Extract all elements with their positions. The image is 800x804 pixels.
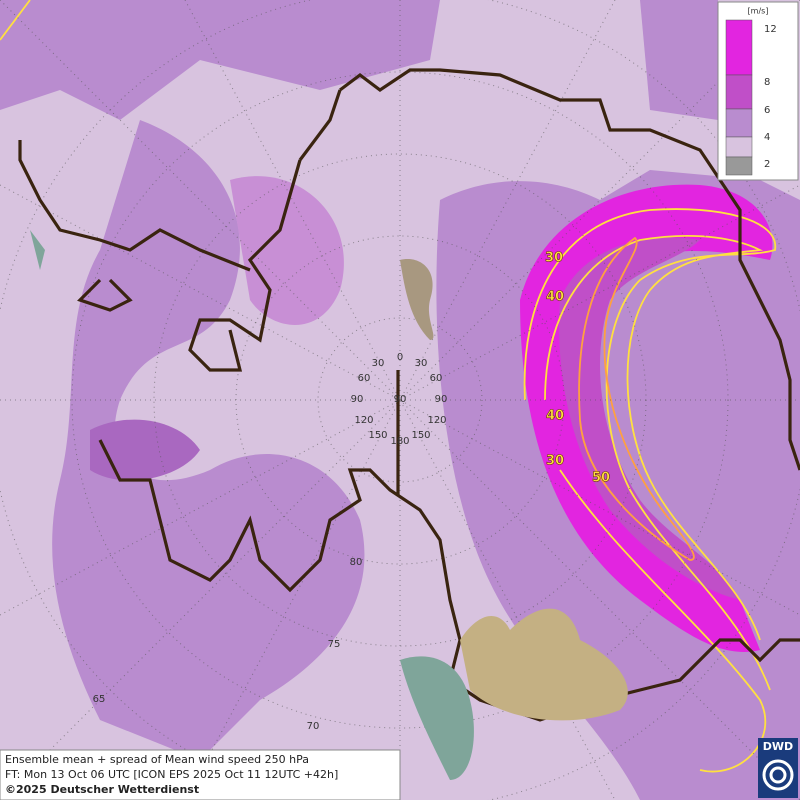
caption-line: ©2025 Deutscher Wetterdienst <box>5 783 199 796</box>
caption: Ensemble mean + spread of Mean wind spee… <box>0 749 401 801</box>
latitude-label: 65 <box>93 694 106 705</box>
longitude-label: 60 <box>358 373 371 384</box>
longitude-label: 30 <box>372 358 385 369</box>
legend: [m/s] 12 8 6 4 2 <box>717 1 799 181</box>
longitude-label: 120 <box>427 415 446 426</box>
logo-text: DWD <box>763 740 793 753</box>
longitude-label: 90 <box>351 394 364 405</box>
legend-unit: [m/s] <box>748 7 769 16</box>
terrain <box>30 230 628 780</box>
contour-label: 30 <box>546 454 564 469</box>
legend-level: 6 <box>764 105 770 116</box>
isotachs <box>0 0 776 773</box>
contour-label: 50 <box>592 471 610 486</box>
coastlines <box>18 68 800 722</box>
longitude-label: 60 <box>430 373 443 384</box>
latitude-label: 80 <box>350 557 363 568</box>
logo: DWD <box>758 738 798 798</box>
longitude-label: 120 <box>354 415 373 426</box>
latitude-label: 70 <box>307 721 320 732</box>
jet-core <box>520 184 773 652</box>
caption-line: Ensemble mean + spread of Mean wind spee… <box>5 753 309 766</box>
latitude-label: 75 <box>328 639 341 650</box>
longitude-label: 90 <box>435 394 448 405</box>
longitude-label: 150 <box>368 430 387 441</box>
legend-level: 4 <box>764 132 770 143</box>
legend-level: 8 <box>764 77 770 88</box>
longitude-label: 180 <box>390 436 409 447</box>
caption-line: FT: Mon 13 Oct 06 UTC [ICON EPS 2025 Oct… <box>5 768 338 781</box>
contour-label: 40 <box>546 409 564 424</box>
legend-level: 12 <box>764 24 777 35</box>
longitude-label: 90 <box>394 394 407 405</box>
contour-label: 30 <box>545 251 563 266</box>
longitude-label: 0 <box>397 352 403 363</box>
longitude-label: 150 <box>411 430 430 441</box>
contour-label: 40 <box>546 290 564 305</box>
longitude-label: 30 <box>415 358 428 369</box>
legend-level: 2 <box>764 159 770 170</box>
